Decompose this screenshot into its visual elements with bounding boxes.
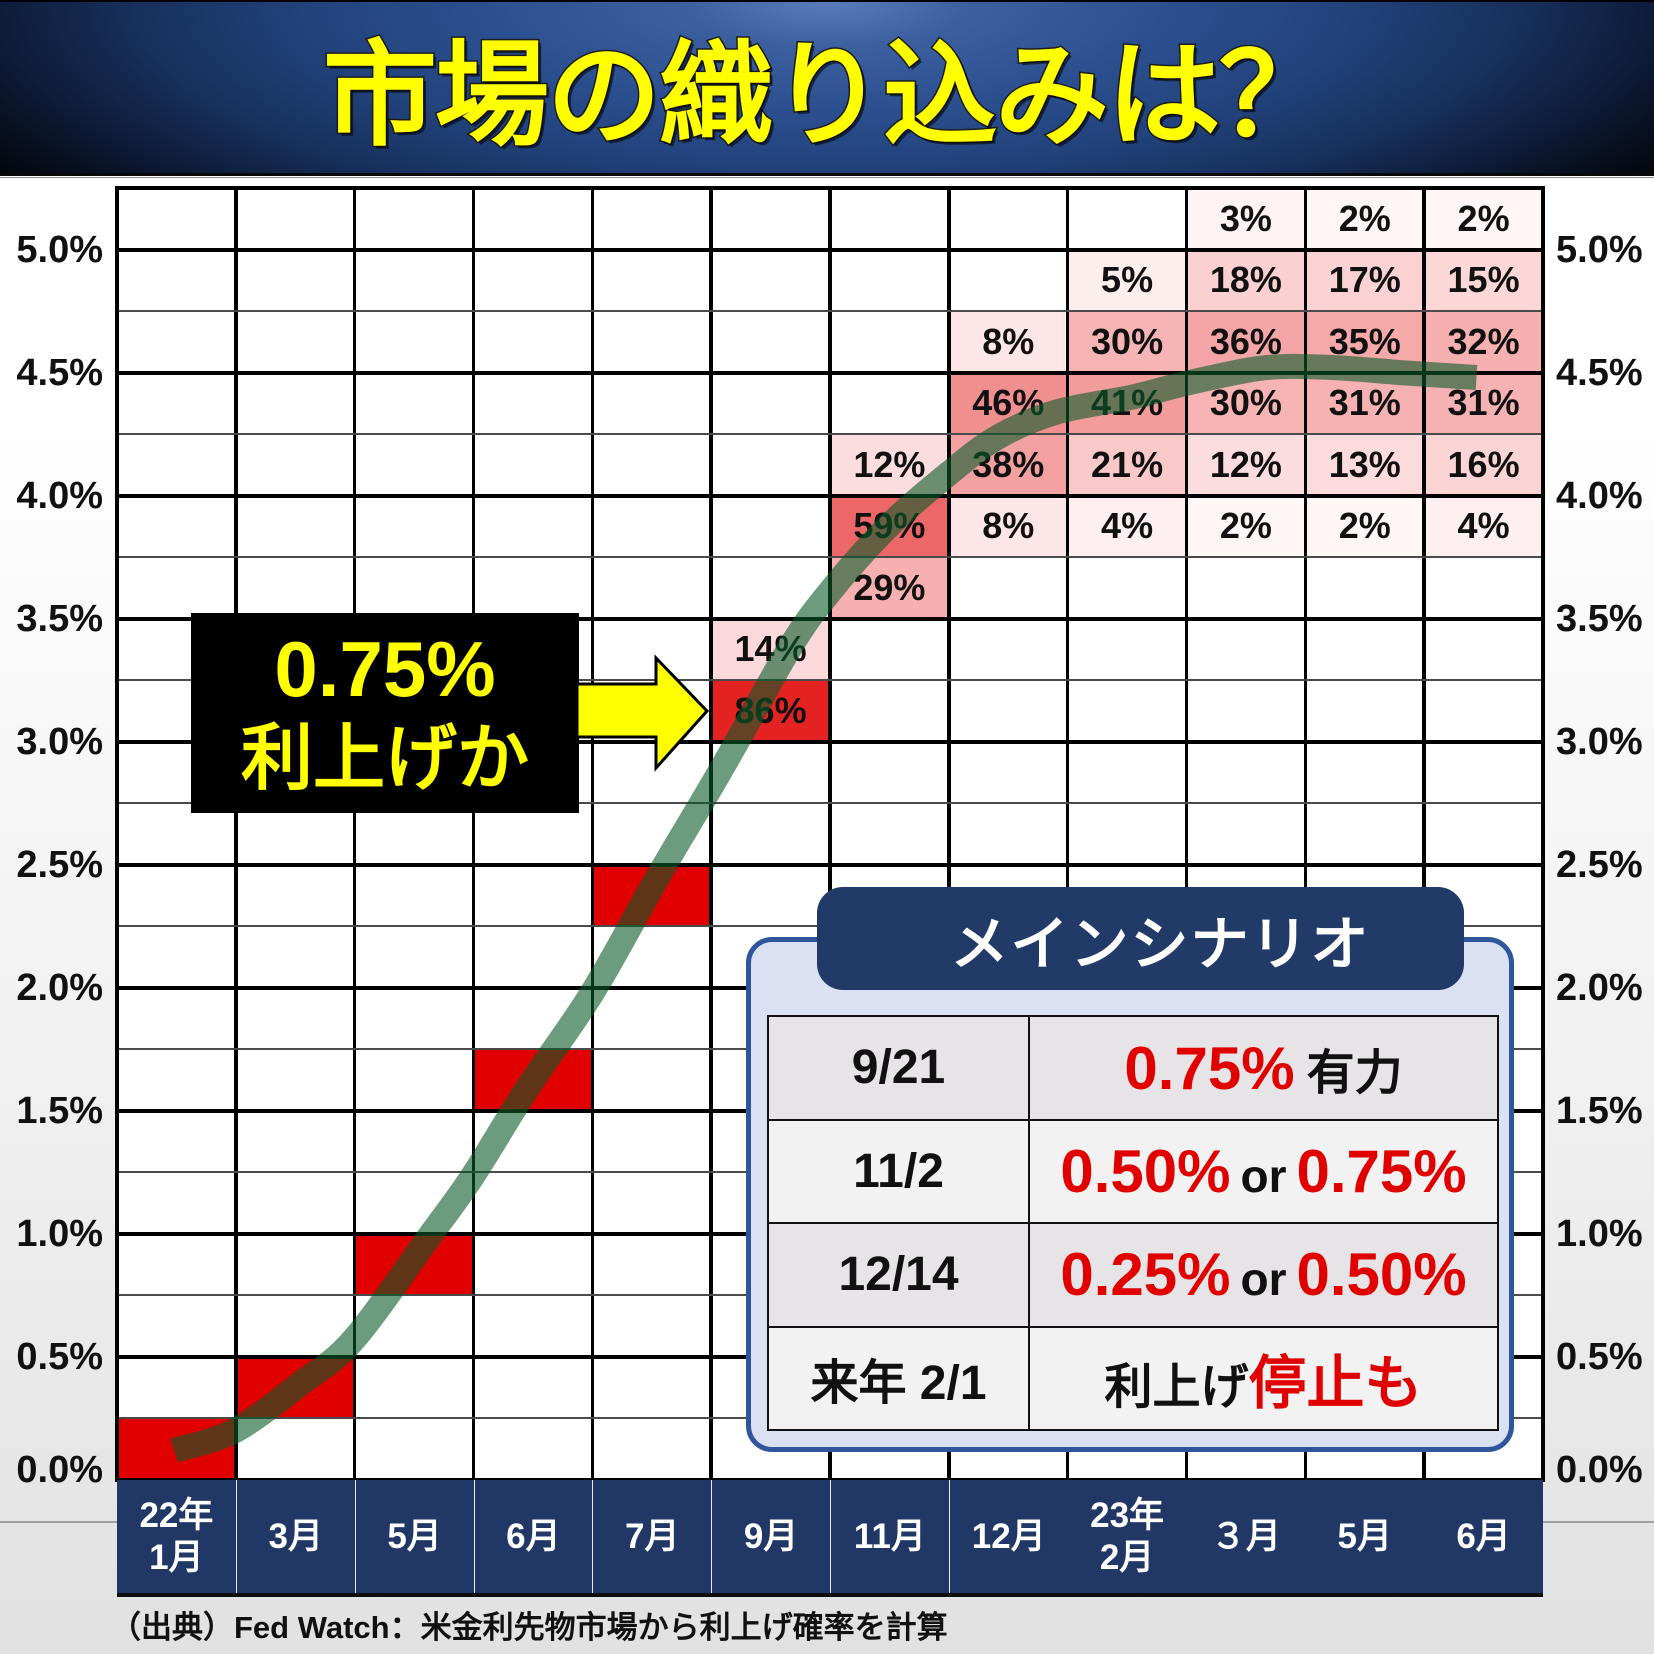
callout-rate: 0.75% [274,625,496,713]
x-axis-label: 6月 [1424,1480,1543,1593]
y-axis-label-left: 5.0% [16,228,103,271]
outcome-text: or [1240,1149,1287,1202]
scenario-row: 来年 2/1 利上げ停止も [767,1325,1499,1431]
x-label-line1: ３月 [1210,1516,1281,1556]
probability-cell: 18% [1186,249,1306,312]
x-axis-label: ３月 [1187,1480,1306,1593]
y-axis-label-left: 4.5% [16,351,103,394]
scenario-row: 11/2 0.50% or 0.75% [767,1118,1499,1224]
y-axis-label-left: 4.0% [16,474,103,517]
outcome-highlight: 停止も [1248,1351,1423,1417]
y-axis-label-left: 0.0% [16,1449,103,1491]
callout-caption: 利上げか [240,719,529,799]
probability-cell: 15% [1424,249,1543,312]
grid-line-horizontal [117,310,1543,313]
x-label-line2: 2月 [1099,1537,1155,1577]
source-note: （出典）Fed Watch：米金利先物市場から利上げ確率を計算 [110,1610,948,1645]
x-axis-label: 3月 [235,1480,355,1593]
y-axis-label-right: 4.0% [1556,474,1643,517]
y-axis-label-left: 1.5% [16,1089,103,1132]
scenario-date: 来年 2/1 [767,1325,1030,1431]
outcome-highlight: 0.50% [1060,1137,1231,1205]
y-axis-label-right: 4.5% [1556,351,1643,394]
scenario-date: 12/14 [767,1222,1030,1328]
y-axis-label-right: 3.5% [1556,597,1643,640]
x-axis-label: 5月 [1305,1480,1424,1593]
scenario-outcome: 利上げ停止も [1028,1325,1499,1431]
probability-cell: 17% [1305,249,1425,312]
y-axis-label-right: 5.0% [1556,228,1643,271]
x-axis-label: 7月 [592,1480,711,1593]
scenario-row: 12/14 0.25% or 0.50% [767,1222,1499,1328]
scenario-date: 9/21 [767,1015,1030,1121]
outcome-text: or [1240,1253,1287,1306]
scenario-table: 9/21 0.75% 有力 11/2 0.50% or 0.75% 12/14 0.2… [767,1015,1499,1431]
y-axis-label-left: 1.0% [16,1212,103,1255]
x-axis-month-band: 22年 1月 3月 5月 6月 7月 9月 11月 12月 23年 2月 ３月 5月… [117,1480,1543,1597]
y-axis-label-left: 3.5% [16,597,103,640]
y-axis-label-left: 2.5% [16,843,103,886]
scenario-title: メインシナリオ [817,887,1464,990]
x-label-line1: 12月 [971,1516,1046,1556]
x-axis-label: 22年 1月 [117,1480,236,1593]
y-axis-label-right: 1.5% [1556,1089,1643,1132]
outcome-highlight: 0.75% [1124,1034,1295,1102]
x-axis-label: 9月 [711,1480,830,1593]
title-divider [0,177,1654,178]
y-axis-label-left: 3.0% [16,720,103,763]
probability-cell: 5% [1067,249,1187,312]
arrow-right-icon [575,654,710,772]
outcome-text: 有力 [1306,1046,1403,1100]
x-axis-label: 6月 [473,1480,593,1593]
y-axis-label-right: 0.5% [1556,1336,1643,1378]
x-label-line1: 7月 [625,1516,680,1556]
x-label-line2: 1月 [149,1537,204,1577]
y-axis-label-left: 2.0% [16,966,103,1009]
x-label-line1: 5月 [387,1516,442,1556]
x-label-line1: 3月 [268,1516,323,1556]
scenario-outcome: 0.75% 有力 [1028,1015,1499,1121]
y-axis-label-right: 1.0% [1556,1212,1643,1255]
y-axis-label-right: 0.0% [1556,1449,1643,1491]
x-label-line1: 22年 [139,1495,214,1535]
x-label-line1: 11月 [853,1516,926,1556]
probability-cell: 3% [1186,188,1306,250]
y-axis-label-right: 3.0% [1556,720,1643,763]
y-axis-label-right: 2.0% [1556,966,1643,1009]
x-axis-label: 11月 [830,1480,949,1593]
page-title: 市場の織り込みは？ [321,28,1334,164]
x-label-line1: 5月 [1337,1516,1392,1556]
x-axis-label: 5月 [354,1480,474,1593]
probability-cell: 2% [1305,188,1425,250]
probability-cell: 2% [1424,188,1543,250]
outcome-highlight: 0.75% [1296,1137,1467,1205]
y-axis-label-left: 0.5% [16,1336,103,1378]
x-axis-label: 23年 2月 [1068,1480,1187,1593]
x-label-line1: 6月 [506,1516,561,1556]
x-label-line1: 6月 [1456,1516,1511,1556]
grid-line-horizontal [117,247,1543,252]
y-axis-label-right: 2.5% [1556,843,1643,886]
x-label-line1: 23年 [1090,1495,1165,1535]
x-axis-label: 12月 [948,1480,1068,1593]
x-label-line1: 9月 [743,1516,799,1556]
callout-box: 0.75% 利上げか [191,613,579,813]
title-banner: 市場の織り込みは？ [0,0,1654,176]
outcome-highlight: 0.25% [1060,1241,1231,1309]
scenario-outcome: 0.25% or 0.50% [1028,1222,1499,1328]
outcome-text: 利上げ [1104,1361,1249,1415]
scenario-outcome: 0.50% or 0.75% [1028,1118,1499,1224]
scenario-row: 9/21 0.75% 有力 [767,1015,1499,1121]
scenario-date: 11/2 [767,1118,1030,1224]
outcome-highlight: 0.50% [1296,1241,1467,1309]
